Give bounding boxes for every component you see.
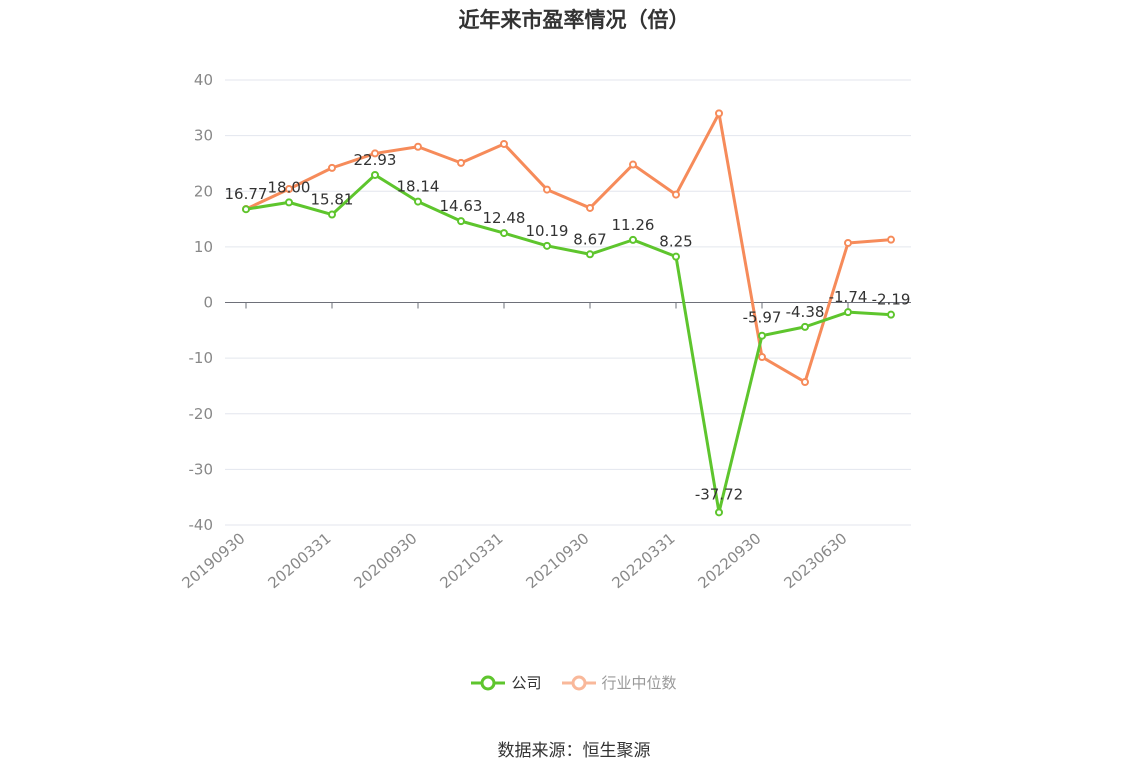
industry-point	[457, 158, 465, 167]
company-data-label: 10.19	[526, 222, 569, 240]
y-tick-label: 30	[194, 127, 213, 145]
company-point	[844, 308, 852, 317]
industry-point	[543, 185, 551, 194]
company-point	[758, 331, 766, 340]
x-tick-label: 20220930	[695, 529, 765, 592]
x-tick-label: 20210930	[523, 529, 593, 592]
y-tick-label: 10	[194, 238, 213, 256]
industry-point	[844, 238, 852, 247]
company-data-label: -2.19	[872, 291, 911, 309]
company-data-label: 18.00	[268, 178, 311, 196]
company-data-label: 18.14	[397, 178, 440, 196]
x-tick-label: 20200331	[265, 529, 335, 592]
company-point	[500, 229, 508, 238]
company-point	[715, 508, 723, 517]
industry-point	[715, 109, 723, 118]
y-tick-label: -40	[189, 516, 214, 534]
series-layer	[242, 109, 895, 517]
x-tick-label: 20200930	[351, 529, 421, 592]
company-point	[586, 250, 594, 259]
chart-title: 近年来市盈率情况（倍）	[458, 8, 690, 32]
y-tick-label: -10	[189, 349, 214, 367]
industry-point	[801, 378, 809, 387]
industry-point	[285, 185, 293, 194]
company-data-label: 11.26	[612, 216, 655, 234]
company-point	[285, 198, 293, 207]
company-point	[457, 217, 465, 226]
company-data-label: 16.77	[225, 185, 268, 203]
industry-series-line	[245, 111, 892, 384]
industry-point	[371, 149, 379, 158]
y-tick-label: 40	[194, 71, 213, 89]
company-point	[543, 241, 551, 250]
company-point	[328, 210, 336, 219]
company-data-label: -4.38	[786, 303, 825, 321]
company-data-label: -5.97	[743, 309, 782, 327]
y-tick-label: 0	[203, 294, 213, 312]
industry-point	[500, 139, 508, 148]
company-point	[242, 205, 250, 214]
data-source: 数据来源：恒生聚源	[497, 741, 651, 761]
company-point	[887, 310, 895, 319]
industry-point	[758, 353, 766, 362]
industry-point	[672, 190, 680, 199]
company-point	[371, 170, 379, 179]
industry-point	[414, 142, 422, 151]
legend-marker-industry-icon	[561, 675, 596, 690]
company-point	[672, 252, 680, 261]
industry-point	[887, 235, 895, 244]
y-tick-label: -30	[189, 460, 214, 478]
x-tick-label: 20230630	[781, 529, 851, 592]
y-tick-label: -20	[189, 405, 214, 423]
company-data-label: -1.74	[829, 288, 868, 306]
legend-marker-company-icon	[471, 675, 506, 690]
y-tick-label: 20	[194, 182, 213, 200]
legend-label-company: 公司	[511, 674, 542, 692]
company-data-label: 15.81	[311, 191, 354, 209]
company-data-label: 14.63	[440, 197, 483, 215]
company-series-line	[245, 173, 892, 514]
industry-point	[629, 160, 637, 169]
legend-item-company[interactable]: 公司	[471, 672, 542, 693]
legend-label-industry-median: 行业中位数	[601, 674, 677, 692]
x-tick-label: 20210331	[437, 529, 507, 592]
company-point	[414, 197, 422, 206]
legend-item-industry-median[interactable]: 行业中位数	[561, 672, 677, 693]
industry-point	[328, 163, 336, 172]
company-data-label: 8.67	[573, 230, 606, 248]
company-point	[801, 322, 809, 331]
company-data-label: 22.93	[354, 151, 397, 169]
grid-layer	[225, 79, 911, 526]
company-data-label: -37.72	[695, 485, 743, 503]
company-data-label: 8.25	[659, 233, 692, 251]
x-tick-label: 20190930	[179, 529, 249, 592]
company-data-label: 12.48	[483, 209, 526, 227]
x-tick-label: 20220331	[609, 529, 679, 592]
company-point	[629, 235, 637, 244]
legend: 公司 行业中位数	[0, 672, 1148, 693]
industry-point	[586, 203, 594, 212]
